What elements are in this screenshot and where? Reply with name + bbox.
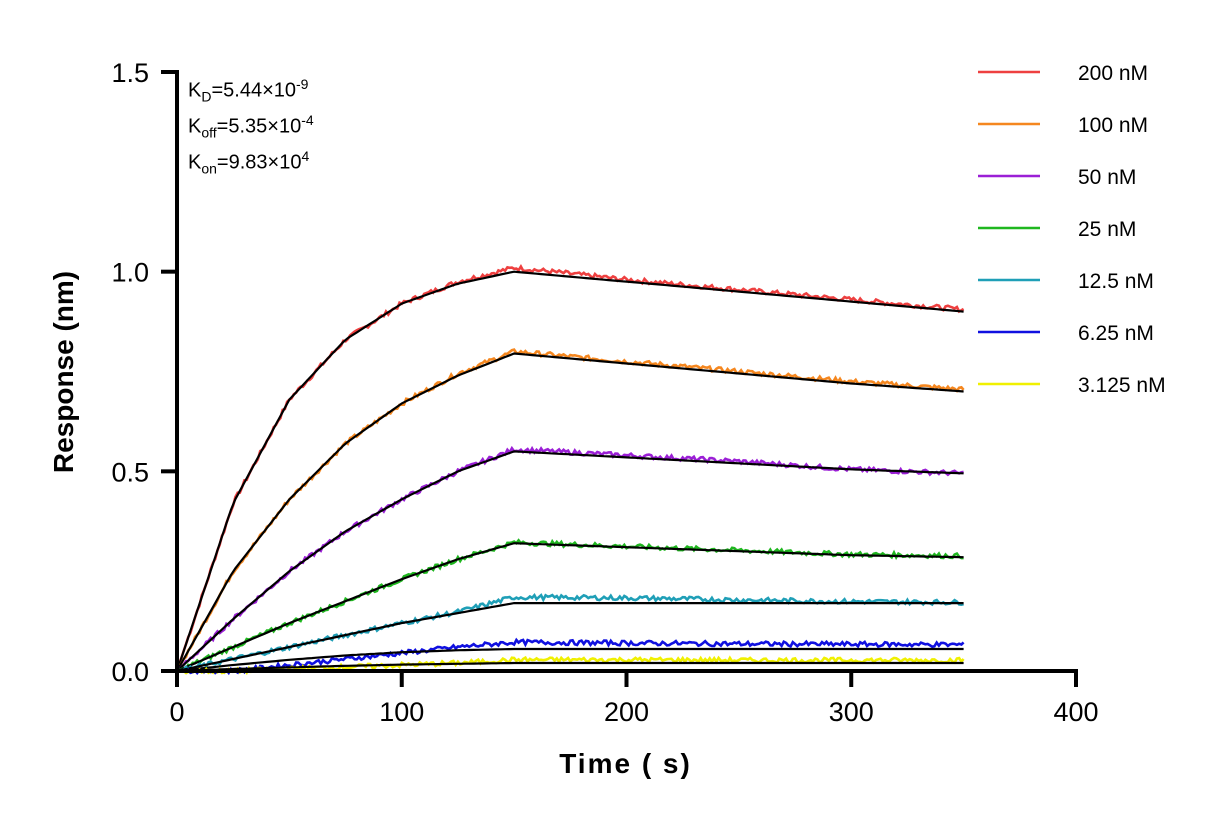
x-tick-label-0: 0 [169,697,184,727]
x-tick-label-2: 200 [604,697,649,727]
y-tick-label-3: 1.5 [111,58,149,88]
legend-label-4: 12.5 nM [1078,270,1154,293]
fit-line-4 [176,602,964,673]
measured-line-6 [177,655,965,676]
annotation-kd: KD=5.44×10-9 [188,76,309,105]
legend-label-3: 25 nM [1078,218,1136,241]
annotation-koff: Koff=5.35×10-4 [188,112,314,141]
legend-label-1: 100 nM [1078,114,1148,137]
x-tick-label-1: 100 [379,697,424,727]
fit-line-3 [176,542,964,673]
fit-line-2 [176,450,964,672]
measured-line-1 [175,348,965,672]
legend-label-0: 200 nM [1078,62,1148,85]
x-axis-label: Time ( s) [559,748,692,779]
x-tick-label-4: 400 [1053,697,1098,727]
fit-line-0 [175,270,964,672]
measured-line-3 [176,538,964,673]
fit-line-1 [176,352,964,672]
legend-label-6: 3.125 nM [1078,374,1166,397]
measured-line-5 [177,637,965,676]
measured-line-2 [176,445,964,672]
fit-line-6 [176,661,964,673]
legend-label-5: 6.25 nM [1078,322,1154,345]
x-tick-label-3: 300 [829,697,874,727]
y-axis-label: Response (nm) [48,271,79,473]
legend-label-2: 50 nM [1078,166,1136,189]
fit-line-5 [176,647,964,673]
y-tick-label-2: 1.0 [111,258,149,288]
annotation-kon: Kon=9.83×104 [188,148,310,177]
y-tick-label-1: 0.5 [111,457,149,487]
y-tick-label-0: 0.0 [111,657,149,687]
